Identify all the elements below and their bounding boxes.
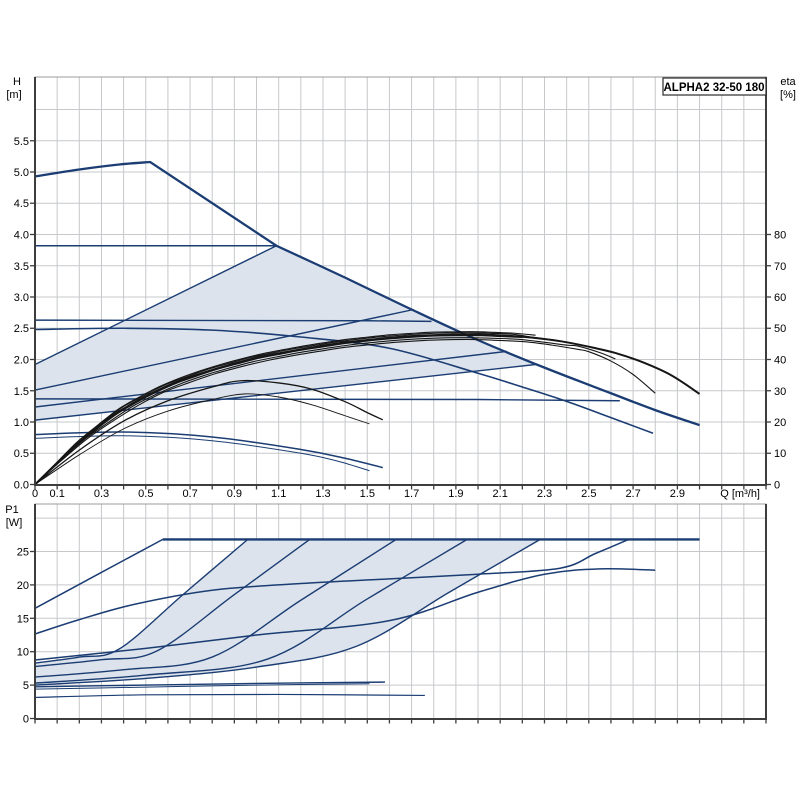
- svg-text:[%]: [%]: [780, 89, 796, 101]
- svg-text:H: H: [13, 76, 21, 88]
- svg-text:2.1: 2.1: [493, 488, 508, 500]
- svg-text:eta: eta: [780, 76, 796, 88]
- svg-text:3.5: 3.5: [14, 261, 29, 273]
- svg-text:25: 25: [17, 547, 29, 559]
- svg-text:2.0: 2.0: [14, 355, 29, 367]
- svg-text:2.9: 2.9: [670, 488, 685, 500]
- svg-text:40: 40: [774, 355, 786, 367]
- svg-text:10: 10: [17, 647, 29, 659]
- svg-text:0: 0: [23, 714, 29, 726]
- svg-text:5.0: 5.0: [14, 167, 29, 179]
- svg-text:P1: P1: [5, 504, 18, 516]
- svg-text:2.5: 2.5: [581, 488, 596, 500]
- svg-text:1.5: 1.5: [360, 488, 375, 500]
- svg-text:0.9: 0.9: [227, 488, 242, 500]
- svg-text:0: 0: [774, 480, 780, 492]
- svg-text:1.3: 1.3: [315, 488, 330, 500]
- svg-text:ALPHA2 32-50 180: ALPHA2 32-50 180: [664, 82, 765, 94]
- svg-text:10: 10: [774, 448, 786, 460]
- svg-text:4.5: 4.5: [14, 198, 29, 210]
- svg-text:0.5: 0.5: [138, 488, 153, 500]
- svg-text:60: 60: [774, 292, 786, 304]
- svg-text:0.0: 0.0: [14, 480, 29, 492]
- svg-text:0: 0: [32, 488, 38, 500]
- svg-text:1.5: 1.5: [14, 386, 29, 398]
- svg-text:2.3: 2.3: [537, 488, 552, 500]
- svg-text:15: 15: [17, 613, 29, 625]
- svg-text:5.5: 5.5: [14, 136, 29, 148]
- svg-text:70: 70: [774, 261, 786, 273]
- svg-text:5: 5: [23, 680, 29, 692]
- svg-text:20: 20: [17, 580, 29, 592]
- svg-text:0.5: 0.5: [14, 448, 29, 460]
- svg-text:Q [m³/h]: Q [m³/h]: [720, 488, 760, 500]
- svg-text:1.1: 1.1: [271, 488, 286, 500]
- svg-text:2.5: 2.5: [14, 323, 29, 335]
- svg-text:4.0: 4.0: [14, 230, 29, 242]
- svg-text:50: 50: [774, 323, 786, 335]
- svg-text:[W]: [W]: [6, 517, 23, 529]
- svg-text:0.3: 0.3: [94, 488, 109, 500]
- svg-text:1.9: 1.9: [448, 488, 463, 500]
- svg-text:[m]: [m]: [6, 89, 21, 101]
- svg-text:1.0: 1.0: [14, 417, 29, 429]
- svg-text:2.7: 2.7: [625, 488, 640, 500]
- svg-text:80: 80: [774, 230, 786, 242]
- svg-text:1.7: 1.7: [404, 488, 419, 500]
- svg-text:20: 20: [774, 417, 786, 429]
- svg-text:0.7: 0.7: [182, 488, 197, 500]
- svg-text:30: 30: [774, 386, 786, 398]
- svg-text:0.1: 0.1: [50, 488, 65, 500]
- svg-text:3.0: 3.0: [14, 292, 29, 304]
